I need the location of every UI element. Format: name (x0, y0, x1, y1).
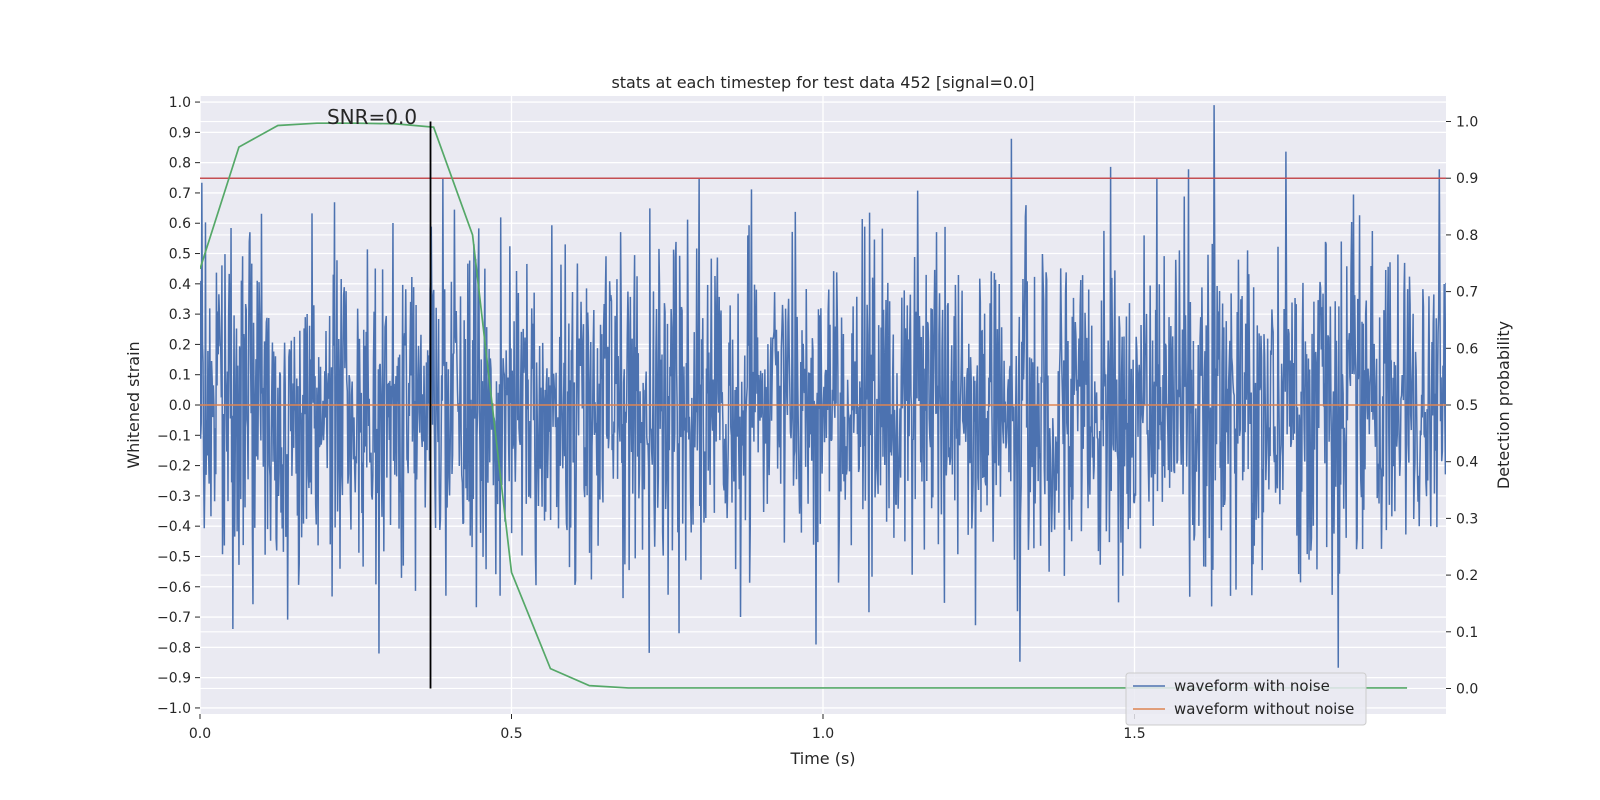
y2-axis-label: Detection probability (1494, 321, 1513, 489)
y2-tick-label-7: 0.3 (1456, 511, 1478, 527)
x-tick-label-1: 0.5 (500, 726, 522, 742)
series-waveform-with-noise (200, 105, 1446, 668)
chart-title: stats at each timestep for test data 452… (611, 73, 1034, 92)
y-tick-label-4: 0.6 (169, 216, 191, 232)
y2-tick-label-0: 1.0 (1456, 115, 1478, 131)
y-tick-label-14: −0.4 (157, 519, 191, 535)
y-tick-label-5: 0.5 (169, 247, 191, 263)
y-tick-label-18: −0.8 (157, 640, 191, 656)
y-tick-label-12: −0.2 (157, 459, 191, 475)
left-axis: 1.0 0.9 0.8 0.7 0.6 0.5 0.4 0.3 0.2 0.1 0.0 −0.1 −0.… (157, 95, 200, 717)
y2-tick-label-1: 0.9 (1456, 171, 1478, 187)
y-axis-label: Whitened strain (124, 341, 143, 468)
legend: waveform with noise waveform without noi… (1125, 672, 1367, 726)
y-tick-label-20: −1.0 (157, 701, 191, 717)
y2-tick-label-5: 0.5 (1456, 398, 1478, 414)
y2-tick-label-10: 0.0 (1456, 681, 1478, 697)
y2-tick-label-9: 0.1 (1456, 625, 1478, 641)
x-tick-label-2: 1.0 (812, 726, 834, 742)
y2-tick-label-3: 0.7 (1456, 285, 1478, 301)
y-tick-label-3: 0.7 (169, 186, 191, 202)
y-tick-label-15: −0.5 (157, 549, 191, 565)
y-tick-label-8: 0.2 (169, 337, 191, 353)
right-axis: 1.0 0.9 0.8 0.7 0.6 0.5 0.4 0.3 0.2 0.1 0.0 (1446, 115, 1478, 697)
y2-tick-label-8: 0.2 (1456, 568, 1478, 584)
x-axis-label: Time (s) (789, 749, 855, 768)
legend-label-clean: waveform without noise (1174, 700, 1354, 718)
y-tick-label-1: 0.9 (169, 125, 191, 141)
snr-annotation: SNR=0.0 (327, 105, 417, 129)
y-tick-label-19: −0.9 (157, 671, 191, 687)
y-tick-label-13: −0.3 (157, 489, 191, 505)
y-tick-label-6: 0.4 (169, 277, 191, 293)
y-tick-label-17: −0.7 (157, 610, 191, 626)
y2-tick-label-4: 0.6 (1456, 341, 1478, 357)
y-tick-label-10: 0.0 (169, 398, 191, 414)
y-tick-label-11: −0.1 (157, 428, 191, 444)
legend-label-noise: waveform with noise (1174, 677, 1330, 695)
legend-box (1125, 672, 1367, 726)
y2-tick-label-6: 0.4 (1456, 455, 1478, 471)
y-tick-label-9: 0.1 (169, 368, 191, 384)
y-tick-label-0: 1.0 (169, 95, 191, 111)
y-tick-label-16: −0.6 (157, 580, 191, 596)
x-axis: 0.0 0.5 1.0 1.5 (189, 714, 1146, 742)
y-tick-label-7: 0.3 (169, 307, 191, 323)
y2-tick-label-2: 0.8 (1456, 228, 1478, 244)
y-tick-label-2: 0.8 (169, 156, 191, 172)
x-tick-label-3: 1.5 (1123, 726, 1145, 742)
x-tick-label-0: 0.0 (189, 726, 211, 742)
